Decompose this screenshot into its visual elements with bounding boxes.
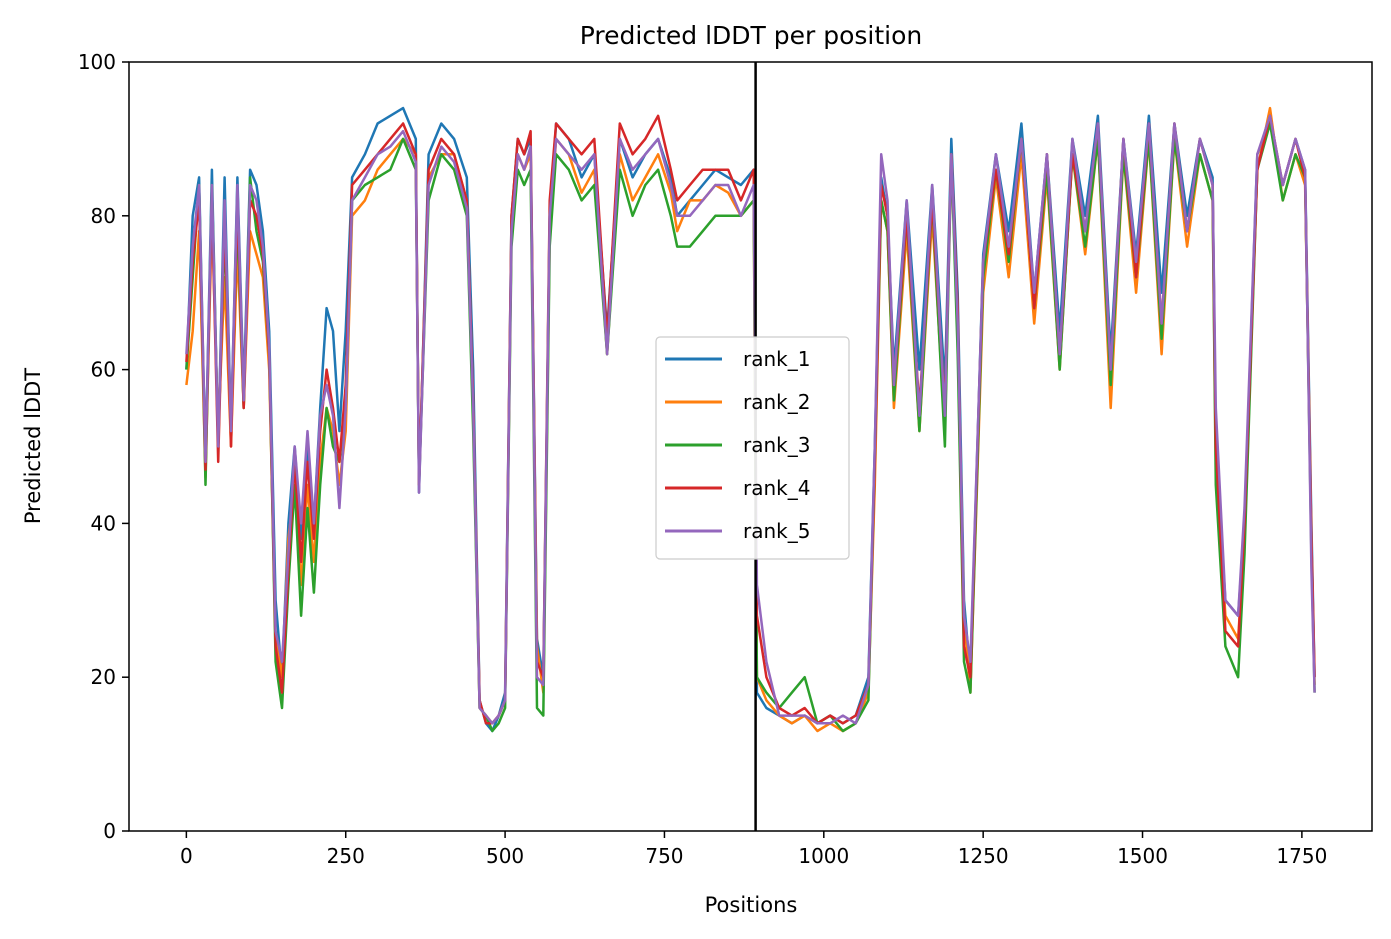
plot-frame	[128, 61, 1373, 832]
x-axis-title: Positions	[705, 893, 798, 917]
legend-label-rank_2: rank_2	[743, 390, 810, 414]
x-tick-label: 1750	[1276, 844, 1327, 868]
x-tick-label: 1500	[1117, 844, 1168, 868]
legend-items: rank_1 rank_2 rank_3 rank_4 rank_5	[665, 347, 810, 543]
y-tick-label: 40	[91, 511, 116, 535]
x-tick-label: 500	[486, 844, 524, 868]
series-line-rank_5	[185, 114, 1316, 725]
legend-box	[655, 336, 850, 560]
y-tick-label: 100	[78, 50, 116, 74]
x-tick-label: 750	[645, 844, 683, 868]
x-tick-label: 0	[180, 844, 193, 868]
x-axis: 0 250 500 750 1000 1250 1500 1750	[180, 831, 1327, 868]
y-tick-label: 80	[91, 204, 116, 228]
y-axis: 0 20 40 60 80 100	[78, 50, 129, 843]
legend-label-rank_3: rank_3	[743, 433, 810, 457]
legend: rank_1 rank_2 rank_3 rank_4 rank_5	[655, 336, 850, 560]
legend-label-rank_5: rank_5	[743, 519, 810, 543]
x-tick-label: 1000	[798, 844, 849, 868]
legend-label-rank_1: rank_1	[743, 347, 810, 371]
y-tick-label: 60	[91, 358, 116, 382]
series-group	[185, 106, 1316, 733]
y-tick-label: 20	[91, 665, 116, 689]
x-tick-label: 250	[327, 844, 365, 868]
chart-title: Predicted lDDT per position	[580, 21, 922, 50]
legend-label-rank_4: rank_4	[743, 476, 810, 500]
y-tick-label: 0	[103, 819, 116, 843]
y-axis-title: Predicted lDDT	[21, 368, 45, 524]
plot-area	[128, 61, 1373, 832]
x-tick-label: 1250	[958, 844, 1009, 868]
